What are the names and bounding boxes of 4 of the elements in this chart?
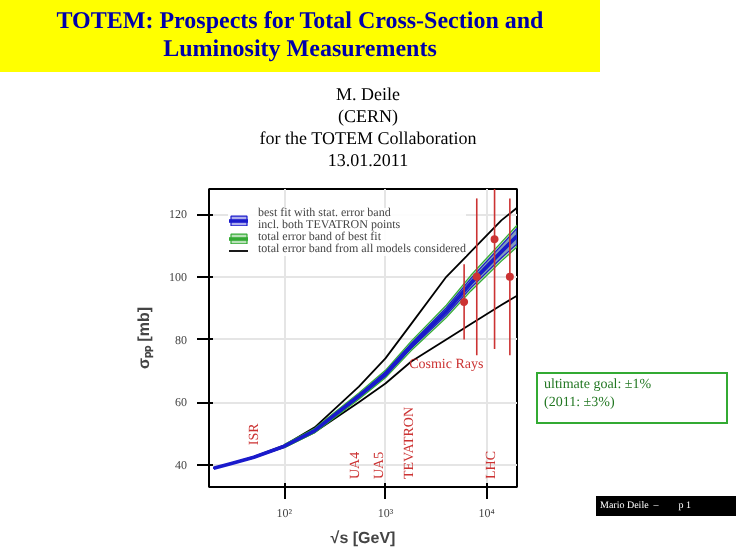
x-axis-title: √s [GeV] — [330, 529, 397, 547]
y-axis-title: σₚₚ [mb] — [135, 306, 155, 370]
chart-title: TOTEM: Prospects for Total Cross-Section and Luminosity Measurements — [54, 6, 546, 62]
chart-subtitle: M. Deile (CERN) for the TOTEM Collaboration 13.01.2011 — [259, 84, 477, 172]
